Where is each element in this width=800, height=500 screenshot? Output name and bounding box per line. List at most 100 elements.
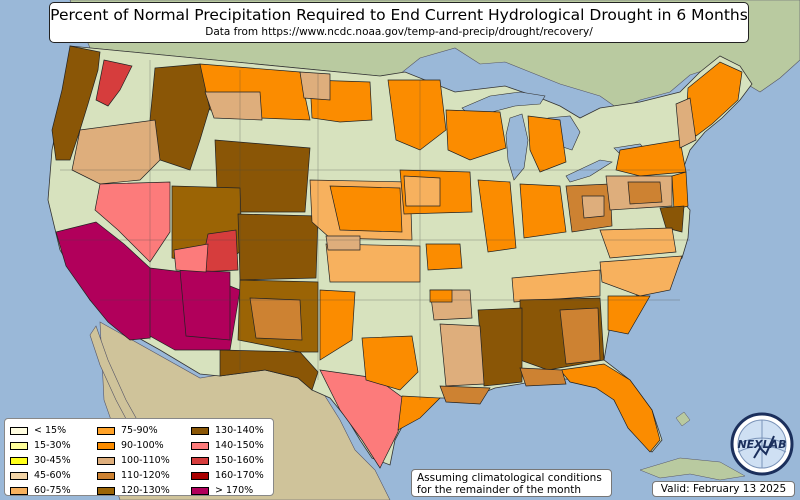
region-nc-75 — [599, 255, 683, 297]
region-newmexico-170 — [179, 269, 231, 341]
region-ga-110 — [559, 307, 601, 365]
region-missouri-90 — [425, 243, 463, 271]
legend-label: 30-45% — [34, 455, 71, 466]
region-sw-border-130 — [219, 349, 319, 391]
legend-item: < 15% — [10, 423, 71, 438]
region-texas-coast-90 — [397, 395, 441, 431]
legend-label: 45-60% — [34, 470, 71, 481]
legend-column-3: 130-140% 140-150% 150-160% 160-170% > 17… — [191, 423, 264, 498]
legend-item: 110-120% — [97, 468, 170, 483]
region-la-100 — [439, 323, 485, 387]
valid-date: Valid: February 13 2025 — [652, 481, 795, 497]
legend-swatch — [10, 471, 28, 480]
region-sc-90 — [607, 295, 651, 335]
legend-item: 140-150% — [191, 438, 264, 453]
region-tn-75 — [511, 269, 601, 303]
region-pa-110 — [627, 181, 663, 205]
title-box: Percent of Normal Precipitation Required… — [49, 2, 749, 43]
legend-label: 140-150% — [215, 440, 264, 451]
region-dakotas-100 — [299, 71, 331, 101]
logo-text: NEXLAB — [737, 438, 786, 451]
assumption-note: Assuming climatological conditions for t… — [411, 469, 612, 497]
legend-item: 150-160% — [191, 453, 264, 468]
legend-swatch — [97, 456, 115, 465]
legend-swatch — [97, 441, 115, 450]
legend-swatch — [10, 456, 28, 465]
region-pnw-130 — [51, 45, 101, 161]
legend-label: 90-100% — [121, 440, 164, 451]
legend-item: 100-110% — [97, 453, 170, 468]
region-minnesota-90 — [387, 79, 447, 151]
legend-item: 15-30% — [10, 438, 71, 453]
region-illinois-90 — [477, 179, 517, 253]
legend-label: 75-90% — [121, 425, 158, 436]
legend-label: 15-30% — [34, 440, 71, 451]
region-florida-panhandle-110 — [519, 367, 567, 387]
legend-item: > 170% — [191, 483, 264, 498]
legend-swatch — [10, 426, 28, 435]
legend-swatch — [10, 486, 28, 495]
legend-item: 160-170% — [191, 468, 264, 483]
cuba-land — [639, 457, 746, 481]
region-wisconsin-90 — [445, 109, 507, 161]
legend-swatch — [97, 426, 115, 435]
region-kansas-100 — [325, 235, 361, 251]
legend-swatch — [97, 471, 115, 480]
legend-item: 30-45% — [10, 453, 71, 468]
legend-label: 60-75% — [34, 485, 71, 496]
legend-label: > 170% — [215, 485, 254, 496]
nexlab-logo-icon: NEXLAB — [730, 412, 794, 476]
region-montana-100 — [204, 91, 263, 121]
region-nebraska-90 — [329, 185, 403, 233]
map-subtitle: Data from https://www.ncdc.noaa.gov/temp… — [205, 26, 593, 38]
legend-swatch — [191, 471, 209, 480]
region-colorado-130 — [237, 213, 319, 281]
region-wa-150 — [95, 59, 133, 107]
legend-item: 130-140% — [191, 423, 264, 438]
region-iowa-75 — [403, 175, 441, 207]
legend-item: 60-75% — [10, 483, 71, 498]
bahamas-island — [675, 411, 691, 427]
legend-swatch — [191, 441, 209, 450]
legend-label: < 15% — [34, 425, 67, 436]
region-nj-90 — [671, 171, 689, 211]
region-texas-panhandle-90 — [319, 289, 356, 361]
legend-label: 130-140% — [215, 425, 264, 436]
region-oklahoma-90 — [429, 289, 453, 303]
legend-swatch — [191, 486, 209, 495]
legend-column-1: < 15% 15-30% 30-45% 45-60% 60-75% — [10, 423, 71, 498]
legend-label: 100-110% — [121, 455, 170, 466]
region-indiana-90 — [519, 183, 567, 239]
legend-item: 120-130% — [97, 483, 170, 498]
legend-label: 120-130% — [121, 485, 170, 496]
region-ms-130 — [477, 307, 523, 387]
region-florida-90 — [559, 363, 661, 453]
note-line-1: Assuming climatological conditions — [417, 472, 602, 484]
legend-item: 45-60% — [10, 468, 71, 483]
legend-column-2: 75-90% 90-100% 100-110% 110-120% 120-130… — [97, 423, 170, 498]
lake-erie — [565, 159, 613, 183]
region-texas-east-90 — [361, 335, 419, 391]
region-maryland-130 — [659, 205, 685, 233]
map-title: Percent of Normal Precipitation Required… — [50, 6, 748, 24]
legend-label: 110-120% — [121, 470, 170, 481]
region-texas-west-110 — [249, 297, 303, 341]
legend-swatch — [191, 456, 209, 465]
region-virginia-75 — [599, 227, 677, 259]
region-newmexico-140 — [173, 243, 209, 273]
legend-item: 90-100% — [97, 438, 170, 453]
region-ohio-100 — [581, 195, 605, 219]
region-michigan-90 — [527, 115, 567, 173]
lake-michigan — [505, 113, 529, 181]
region-la-coast-110 — [439, 385, 491, 405]
legend-label: 150-160% — [215, 455, 264, 466]
legend: < 15% 15-30% 30-45% 45-60% 60-75% 75-90%… — [4, 418, 274, 496]
legend-item: 75-90% — [97, 423, 170, 438]
legend-swatch — [97, 486, 115, 495]
region-ny-90 — [615, 139, 687, 177]
legend-swatch — [191, 426, 209, 435]
region-new-england-100 — [675, 97, 697, 149]
note-line-2: for the remainder of the month — [417, 484, 582, 496]
state-boundaries — [60, 60, 690, 400]
